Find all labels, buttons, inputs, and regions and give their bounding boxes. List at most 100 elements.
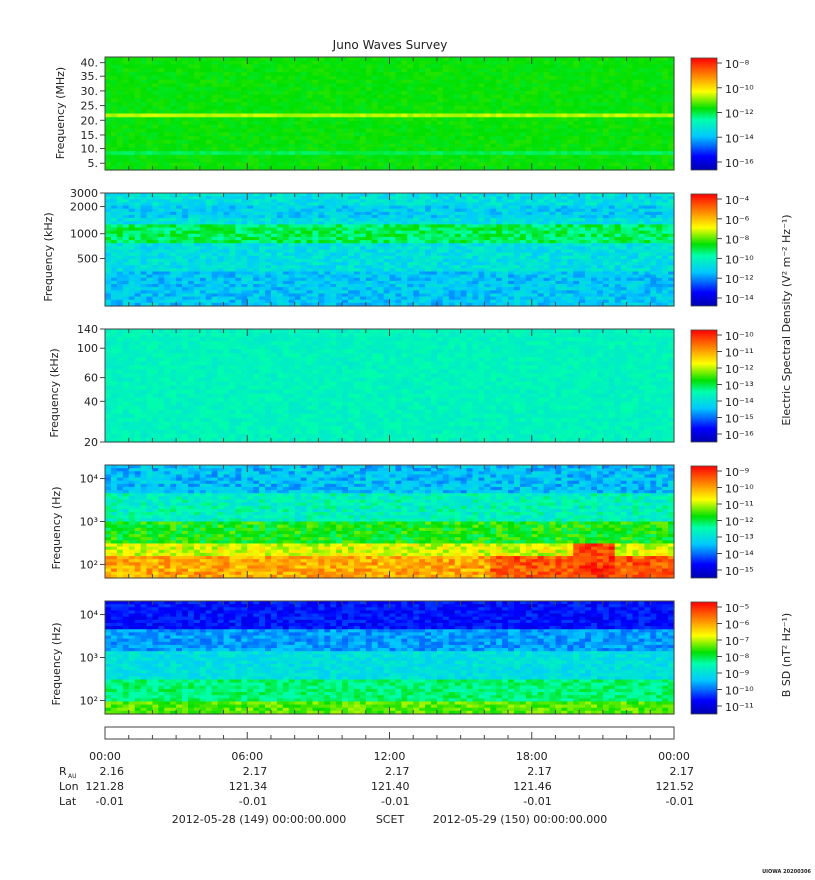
spectrogram-cell <box>176 125 183 129</box>
spectrogram-cell <box>146 110 153 114</box>
spectrogram-cell <box>318 110 325 114</box>
spectrogram-cell <box>289 76 296 80</box>
spectrogram-cell <box>455 87 462 91</box>
spectrogram-cell <box>478 144 485 148</box>
spectrogram-cell <box>443 57 450 61</box>
spectrogram-cell <box>443 132 450 136</box>
spectrogram-cell <box>372 140 379 144</box>
spectrogram-cell <box>662 125 669 129</box>
spectrogram-cell <box>277 87 284 91</box>
spectrogram-cell <box>342 80 349 84</box>
spectrogram-cell <box>188 102 195 106</box>
spectrogram-cell <box>449 151 456 155</box>
spectrogram-cell <box>105 144 112 148</box>
spectrogram-cell <box>283 121 290 125</box>
spectrogram-cell <box>123 95 130 99</box>
spectrogram-cell <box>555 61 562 65</box>
spectrogram-cell <box>573 65 580 69</box>
spectrogram-cell <box>182 95 189 99</box>
spectrogram-cell <box>241 91 248 95</box>
spectrogram-cell <box>662 95 669 99</box>
spectrogram-cell <box>277 147 284 151</box>
spectrogram-cell <box>348 129 355 133</box>
spectrogram-cell <box>514 87 521 91</box>
spectrogram-cell <box>141 155 148 159</box>
spectrogram-cell <box>229 91 236 95</box>
spectrogram-cell <box>467 76 474 80</box>
spectrogram-cell <box>472 80 479 84</box>
spectrogram-cell <box>419 132 426 136</box>
colorbar-tick-label: 10⁻¹⁰ <box>725 83 754 96</box>
spectrogram-cell <box>621 136 628 140</box>
spectrogram-cell <box>307 106 314 110</box>
spectrogram-cell <box>650 72 657 76</box>
spectrogram-cell <box>271 129 278 133</box>
spectrogram-cell <box>490 114 497 118</box>
spectrogram-cell <box>135 121 142 125</box>
spectrogram-cell <box>484 65 491 69</box>
spectrogram-cell <box>633 76 640 80</box>
spectrogram-cell <box>224 57 231 61</box>
spectrogram-cell <box>141 114 148 118</box>
spectrogram-cell <box>194 106 201 110</box>
spectrogram-cell <box>550 125 557 129</box>
spectrogram-cell <box>170 65 177 69</box>
spectrogram-cell <box>561 106 568 110</box>
spectrogram-cell <box>555 129 562 133</box>
spectrogram-cell <box>609 80 616 84</box>
spectrogram-cell <box>229 95 236 99</box>
spectrogram-cell <box>301 91 308 95</box>
spectrogram-cell <box>194 95 201 99</box>
spectrogram-cell <box>401 117 408 121</box>
spectrogram-cell <box>401 83 408 87</box>
spectrogram-cell <box>348 68 355 72</box>
spectrogram-cell <box>229 57 236 61</box>
spectrogram-cell <box>152 98 159 102</box>
spectrogram-cell <box>395 144 402 148</box>
spectrogram-cell <box>484 132 491 136</box>
spectrogram-cell <box>372 155 379 159</box>
spectrogram-cell <box>224 95 231 99</box>
spectrogram-cell <box>390 68 397 72</box>
spectrogram-cell <box>472 106 479 110</box>
spectrogram-cell <box>129 136 136 140</box>
spectrogram-cell <box>638 61 645 65</box>
spectrogram-cell <box>544 87 551 91</box>
spectrogram-cell <box>603 147 610 151</box>
spectrogram-cell <box>247 76 254 80</box>
spectrogram-cell <box>550 95 557 99</box>
spectrogram-cell <box>194 87 201 91</box>
spectrogram-cell <box>259 144 266 148</box>
spectrogram-cell <box>206 106 213 110</box>
spectrogram-cell <box>550 91 557 95</box>
spectrogram-cell <box>372 95 379 99</box>
spectrogram-cell <box>573 106 580 110</box>
spectrogram-cell <box>330 102 337 106</box>
spectrogram-cell <box>550 87 557 91</box>
spectrogram-cell <box>330 61 337 65</box>
spectrogram-cell <box>342 125 349 129</box>
spectrogram-cell <box>413 159 420 163</box>
spectrogram-cell <box>508 159 515 163</box>
spectrogram-cell <box>538 76 545 80</box>
spectrogram-cell <box>443 68 450 72</box>
spectrogram-cell <box>224 159 231 163</box>
spectrogram-cell <box>152 151 159 155</box>
spectrogram-cell <box>271 83 278 87</box>
spectrogram-cell <box>437 61 444 65</box>
spectrogram-cell <box>585 110 592 114</box>
spectrogram-cell <box>585 125 592 129</box>
spectrogram-cell <box>247 72 254 76</box>
spectrogram-cell <box>662 102 669 106</box>
spectrogram-cell <box>229 155 236 159</box>
spectrogram-cell <box>164 91 171 95</box>
spectrogram-cell <box>129 110 136 114</box>
spectrogram-cell <box>152 57 159 61</box>
spectrogram-cell <box>318 125 325 129</box>
spectrogram-cell <box>307 68 314 72</box>
spectrogram-cell <box>152 83 159 87</box>
spectrogram-cell <box>152 61 159 65</box>
spectrogram-cell <box>206 159 213 163</box>
spectrogram-cell <box>603 121 610 125</box>
spectrogram-cell <box>650 155 657 159</box>
